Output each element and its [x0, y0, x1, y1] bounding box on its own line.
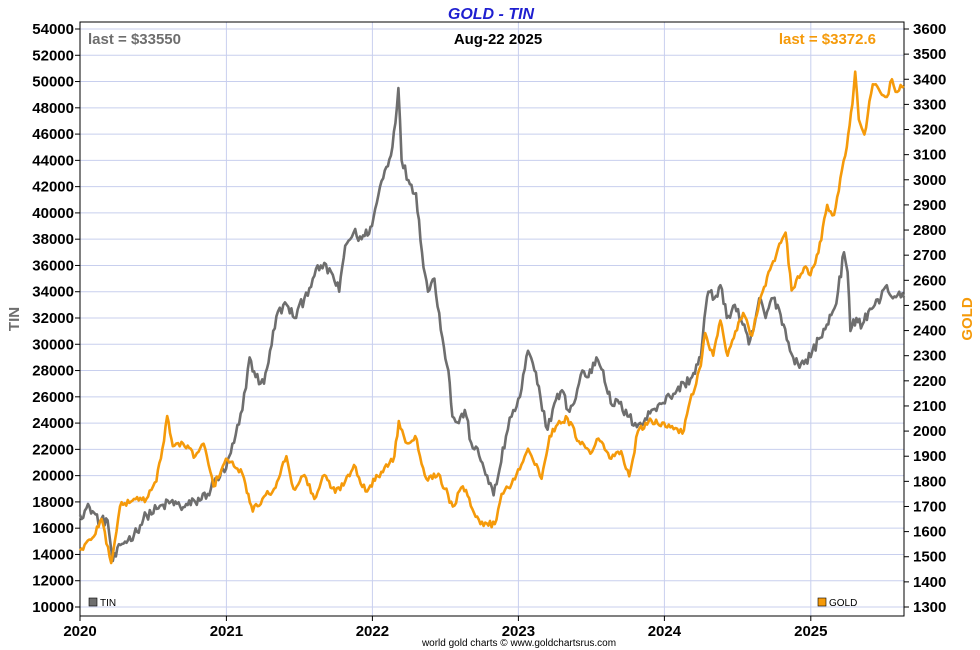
legend-gold-label: GOLD [829, 598, 857, 609]
y-right-tick-label: 2000 [913, 423, 946, 440]
y-right-tick-label: 2900 [913, 197, 946, 214]
y-left-tick-label: 52000 [32, 47, 74, 64]
y-left-tick-label: 46000 [32, 126, 74, 143]
y-left-tick-label: 14000 [32, 546, 74, 563]
right-axis-ticks: 1300 1400 1500 1600 1700 1800 1900 2000 2100 2200… [904, 21, 946, 616]
date-label: Aug-22 2025 [454, 31, 542, 48]
y-right-tick-label: 2200 [913, 373, 946, 390]
x-tick-label: 2021 [210, 623, 243, 640]
last-gold-label: last = $3372.6 [779, 31, 876, 48]
y-left-tick-label: 40000 [32, 205, 74, 222]
x-tick-label: 2022 [356, 623, 389, 640]
y-right-tick-label: 2600 [913, 272, 946, 289]
y-right-tick-label: 2500 [913, 297, 946, 314]
x-tick-label: 2023 [502, 623, 535, 640]
y-right-tick-label: 3300 [913, 96, 946, 113]
y-left-tick-label: 44000 [32, 152, 74, 169]
y-left-tick-label: 38000 [32, 231, 74, 248]
y-left-tick-label: 50000 [32, 74, 74, 91]
footer-credit: world gold charts © www.goldchartsrus.co… [421, 638, 616, 649]
y-left-tick-label: 26000 [32, 389, 74, 406]
y-right-tick-label: 1300 [913, 599, 946, 616]
chart-title: GOLD - TIN [448, 6, 535, 23]
y-right-tick-label: 1800 [913, 473, 946, 490]
y-left-tick-label: 20000 [32, 468, 74, 485]
y-right-tick-label: 2800 [913, 222, 946, 239]
y-left-tick-label: 32000 [32, 310, 74, 327]
y-left-axis-label: TIN [6, 307, 23, 331]
y-left-tick-label: 36000 [32, 257, 74, 274]
series-lines [78, 70, 906, 565]
y-right-tick-label: 2300 [913, 348, 946, 365]
last-tin-label: last = $33550 [88, 31, 181, 48]
y-right-tick-label: 2100 [913, 398, 946, 415]
legend-gold-swatch [817, 597, 827, 607]
y-right-tick-label: 2700 [913, 247, 946, 264]
y-right-tick-label: 1500 [913, 549, 946, 566]
y-left-tick-label: 18000 [32, 494, 74, 511]
y-right-tick-label: 3100 [913, 147, 946, 164]
plot-frame [79, 21, 905, 617]
x-axis-ticks: 2020 2021 2022 2023 2024 2025 [63, 616, 827, 640]
y-left-tick-label: 54000 [32, 21, 74, 38]
x-tick-label: 2024 [648, 623, 682, 640]
y-right-tick-label: 3500 [913, 46, 946, 63]
y-left-tick-label: 42000 [32, 179, 74, 196]
y-right-tick-label: 1600 [913, 524, 946, 541]
legend-gold: GOLD [817, 597, 857, 609]
y-left-tick-label: 24000 [32, 415, 74, 432]
y-left-tick-label: 12000 [32, 573, 74, 590]
legend-tin: TIN [88, 597, 116, 609]
y-right-tick-label: 3000 [913, 172, 946, 189]
y-right-tick-label: 3600 [913, 21, 946, 38]
y-left-tick-label: 30000 [32, 336, 74, 353]
y-right-tick-label: 3200 [913, 122, 946, 139]
y-right-tick-label: 2400 [913, 323, 946, 340]
y-left-tick-label: 34000 [32, 284, 74, 301]
y-left-tick-label: 16000 [32, 520, 74, 537]
y-left-tick-label: 22000 [32, 441, 74, 458]
legend-tin-label: TIN [100, 598, 116, 609]
y-left-tick-label: 48000 [32, 100, 74, 117]
y-left-tick-label: 10000 [32, 599, 74, 616]
y-right-axis-label: GOLD [959, 297, 976, 340]
x-tick-label: 2020 [63, 623, 96, 640]
y-left-tick-label: 28000 [32, 363, 74, 380]
y-right-tick-label: 1700 [913, 498, 946, 515]
y-right-tick-label: 1900 [913, 448, 946, 465]
left-axis-ticks: 10000 12000 14000 16000 18000 20000 22000 24000… [32, 21, 80, 616]
y-right-tick-label: 1400 [913, 574, 946, 591]
x-tick-label: 2025 [794, 623, 827, 640]
legend-tin-swatch [88, 597, 98, 607]
y-right-tick-label: 3400 [913, 71, 946, 88]
gold-series-line [78, 70, 905, 565]
